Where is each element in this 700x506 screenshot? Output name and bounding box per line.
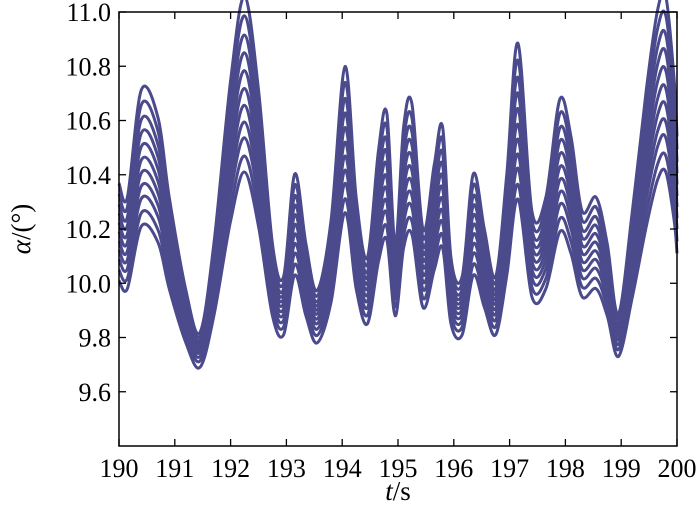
series-line bbox=[117, 151, 679, 364]
series-layer bbox=[117, 0, 679, 370]
x-axis-label: t/s bbox=[385, 476, 411, 506]
x-tick-label: 199 bbox=[602, 454, 641, 483]
y-axis-label-var: α bbox=[6, 239, 36, 254]
series-line bbox=[117, 9, 679, 339]
series-line bbox=[117, 47, 679, 345]
series-line bbox=[117, 133, 679, 359]
x-tick-label: 190 bbox=[100, 454, 139, 483]
y-tick-label: 11.0 bbox=[66, 0, 111, 27]
x-tick-label: 192 bbox=[211, 454, 250, 483]
x-axis-label-var: t bbox=[385, 476, 394, 506]
y-tick-label: 10.0 bbox=[66, 269, 112, 298]
y-tick-label: 10.2 bbox=[66, 215, 112, 244]
x-axis-label-unit: /s bbox=[393, 476, 411, 506]
y-axis: 9.6 9.8 10.0 10.2 10.4 10.6 10.8 11.0 bbox=[66, 0, 677, 407]
x-tick-label: 195 bbox=[379, 454, 418, 483]
series-line bbox=[117, 100, 679, 352]
y-axis-label: α/(°) bbox=[6, 204, 36, 254]
series-line bbox=[117, 29, 679, 343]
y-tick-label: 9.8 bbox=[79, 324, 112, 353]
y-axis-label-unit: /(°) bbox=[6, 204, 36, 240]
series-line bbox=[117, 167, 679, 370]
x-tick-label: 197 bbox=[490, 454, 529, 483]
x-tick-label: 200 bbox=[658, 454, 697, 483]
y-tick-label: 9.6 bbox=[79, 378, 112, 407]
x-tick-label: 193 bbox=[267, 454, 306, 483]
x-tick-label: 196 bbox=[434, 454, 473, 483]
x-tick-label: 194 bbox=[323, 454, 362, 483]
series-line bbox=[117, 83, 679, 349]
x-tick-label: 198 bbox=[546, 454, 585, 483]
series-line bbox=[117, 117, 679, 355]
series-line bbox=[117, 0, 679, 336]
y-tick-label: 10.6 bbox=[66, 107, 112, 136]
x-axis: 190 191 192 193 194 195 196 197 198 199 200 bbox=[100, 12, 697, 483]
y-tick-label: 10.4 bbox=[66, 161, 112, 190]
y-tick-label: 10.8 bbox=[66, 52, 112, 81]
x-tick-label: 191 bbox=[155, 454, 194, 483]
series-line bbox=[117, 65, 679, 347]
